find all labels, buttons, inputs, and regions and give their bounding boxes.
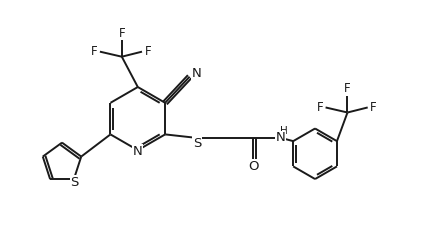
- Text: H: H: [280, 126, 288, 136]
- Text: F: F: [145, 45, 151, 58]
- Text: S: S: [193, 137, 201, 150]
- Text: N: N: [133, 144, 143, 158]
- Text: N: N: [192, 67, 201, 80]
- Text: N: N: [276, 131, 286, 144]
- Text: F: F: [91, 45, 97, 58]
- Text: F: F: [316, 101, 323, 114]
- Text: F: F: [344, 82, 351, 96]
- Text: S: S: [71, 176, 79, 189]
- Text: O: O: [248, 160, 258, 173]
- Text: F: F: [118, 27, 125, 40]
- Text: F: F: [370, 101, 377, 114]
